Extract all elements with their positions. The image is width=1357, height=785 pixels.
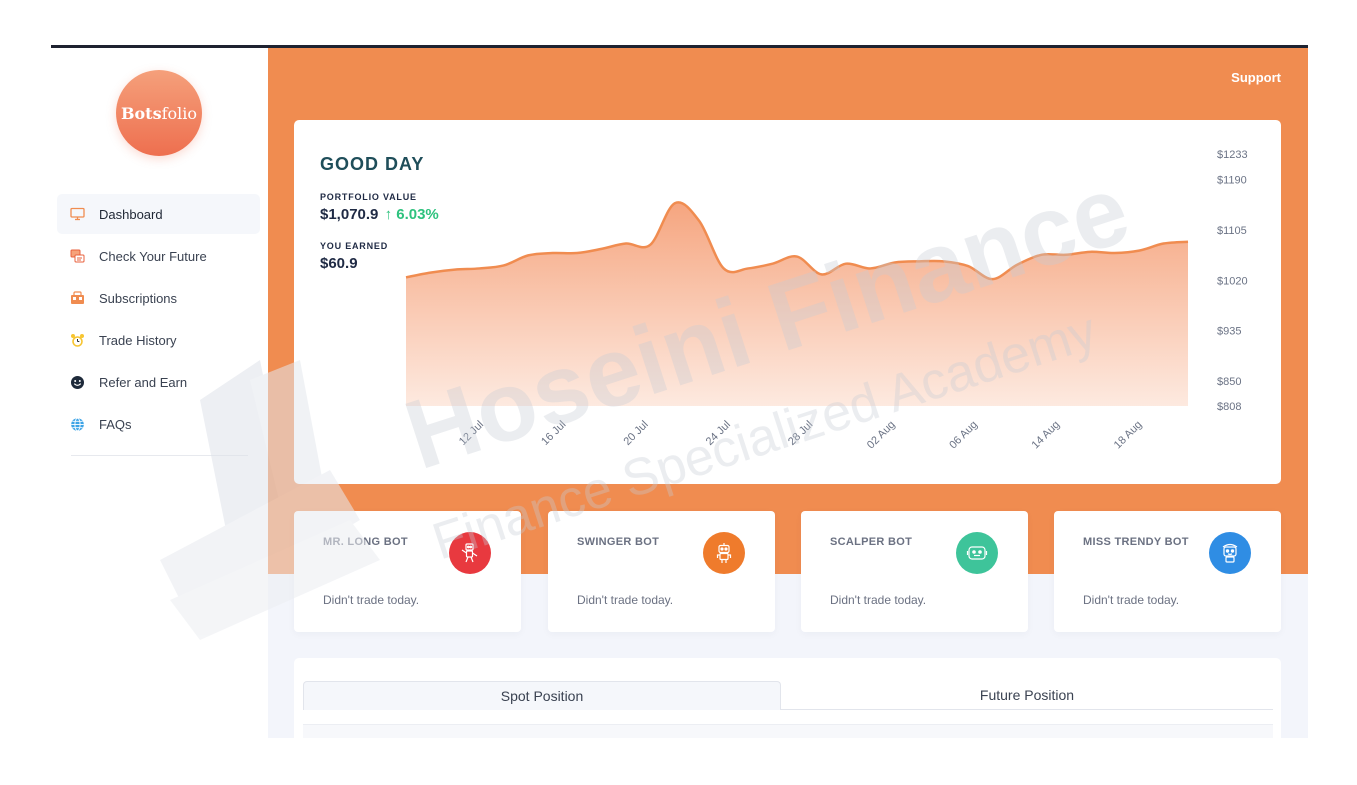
- subscription-icon: [69, 290, 85, 306]
- portfolio-change: ↑ 6.03%: [385, 206, 439, 223]
- sidebar-item-label: Trade History: [99, 332, 177, 348]
- crystal-ball-icon: [69, 248, 85, 264]
- x-tick-label: 20 Jul: [621, 419, 650, 448]
- sidebar-item-label: Refer and Earn: [99, 374, 188, 390]
- support-link[interactable]: Support: [1231, 70, 1281, 85]
- sidebar-item-label: Dashboard: [99, 206, 163, 222]
- robot-girl-icon: [1209, 532, 1251, 574]
- chart-line: [405, 201, 1189, 281]
- x-tick-label: 28 Jul: [786, 419, 815, 448]
- sidebar-item-dashboard[interactable]: Dashboard: [57, 194, 260, 234]
- bot-status: Didn't trade today.: [323, 593, 420, 607]
- y-tick-label: $850: [1217, 376, 1241, 388]
- sidebar-item-refer-and-earn[interactable]: Refer and Earn: [57, 362, 260, 402]
- x-tick-label: 24 Jul: [704, 419, 733, 448]
- portfolio-change-percent: 6.03%: [396, 206, 439, 223]
- sidebar-divider: [71, 455, 248, 456]
- bot-status: Didn't trade today.: [577, 593, 674, 607]
- globe-icon: [69, 416, 85, 432]
- logo-text: folio: [161, 103, 197, 123]
- x-tick-label: 16 Jul: [539, 419, 568, 448]
- brand-logo[interactable]: Botsfolio: [116, 70, 202, 156]
- bot-name: MR. LONG BOT: [323, 536, 408, 548]
- x-tick-label: 14 Aug: [1030, 419, 1063, 452]
- chart-area: [406, 202, 1188, 406]
- y-tick-label: $1020: [1217, 275, 1248, 287]
- bot-name: SCALPER BOT: [830, 536, 913, 548]
- bot-status: Didn't trade today.: [830, 593, 927, 607]
- x-tick-label: 18 Aug: [1112, 419, 1145, 452]
- sidebar-item-subscriptions[interactable]: Subscriptions: [57, 278, 260, 318]
- portfolio-chart: 12 Jul 16 Jul 20 Jul 24 Jul 28 Jul 02 Aug 06 A…: [405, 149, 1248, 452]
- y-tick-label: $935: [1217, 326, 1241, 338]
- y-tick-label: $808: [1217, 401, 1241, 413]
- positions-table-header: [303, 724, 1273, 738]
- smile-icon: [69, 374, 85, 390]
- portfolio-card: 12 Jul 16 Jul 20 Jul 24 Jul 28 Jul 02 Aug 06 A…: [294, 120, 1281, 484]
- bot-name: SWINGER BOT: [577, 536, 660, 548]
- bot-card-mr-long[interactable]: MR. LONG BOT Didn't trade today.: [294, 511, 521, 632]
- sidebar-item-label: Subscriptions: [99, 290, 178, 306]
- top-border: [51, 45, 1308, 48]
- bot-card-miss-trendy[interactable]: MISS TRENDY BOT Didn't trade today.: [1054, 511, 1281, 632]
- y-tick-label: $1105: [1217, 225, 1247, 237]
- sidebar-nav: Dashboard Check Your Future Subscription…: [57, 194, 260, 446]
- greeting-title: GOOD DAY: [320, 154, 425, 174]
- bot-status: Didn't trade today.: [1083, 593, 1180, 607]
- robot-face-icon: [956, 532, 998, 574]
- earned-value: $60.9: [320, 255, 358, 272]
- sidebar: Botsfolio Dashboard Check Your Future Su…: [51, 48, 269, 738]
- sidebar-item-label: Check Your Future: [99, 248, 207, 264]
- x-tick-label: 06 Aug: [947, 419, 980, 452]
- tab-spot-position[interactable]: Spot Position: [303, 681, 781, 710]
- bot-card-scalper[interactable]: SCALPER BOT Didn't trade today.: [801, 511, 1028, 632]
- monitor-icon: [69, 206, 85, 222]
- bot-name: MISS TRENDY BOT: [1083, 536, 1189, 548]
- sidebar-item-faqs[interactable]: FAQs: [57, 404, 260, 444]
- bot-card-swinger[interactable]: SWINGER BOT Didn't trade today.: [548, 511, 775, 632]
- logo-text-bold: Bots: [120, 103, 162, 123]
- sidebar-item-label: FAQs: [99, 416, 132, 432]
- alarm-clock-icon: [69, 332, 85, 348]
- portfolio-value-label: PORTFOLIO VALUE: [320, 192, 417, 202]
- portfolio-value-amount: $1,070.9: [320, 206, 379, 223]
- arrow-up-icon: ↑: [384, 206, 393, 223]
- tab-future-position[interactable]: Future Position: [781, 681, 1273, 710]
- sidebar-item-check-your-future[interactable]: Check Your Future: [57, 236, 260, 276]
- sidebar-item-trade-history[interactable]: Trade History: [57, 320, 260, 360]
- y-tick-label: $1190: [1217, 174, 1247, 186]
- positions-panel: Spot Position Future Position: [294, 658, 1281, 738]
- robot-arm-icon: [449, 532, 491, 574]
- robot-icon: [703, 532, 745, 574]
- x-tick-label: 12 Jul: [457, 419, 486, 448]
- x-tick-label: 02 Aug: [865, 419, 898, 452]
- portfolio-value: $1,070.9 ↑ 6.03%: [320, 206, 439, 223]
- app-window: Botsfolio Dashboard Check Your Future Su…: [51, 48, 1308, 738]
- y-tick-label: $1233: [1217, 149, 1248, 161]
- earned-label: YOU EARNED: [320, 241, 389, 251]
